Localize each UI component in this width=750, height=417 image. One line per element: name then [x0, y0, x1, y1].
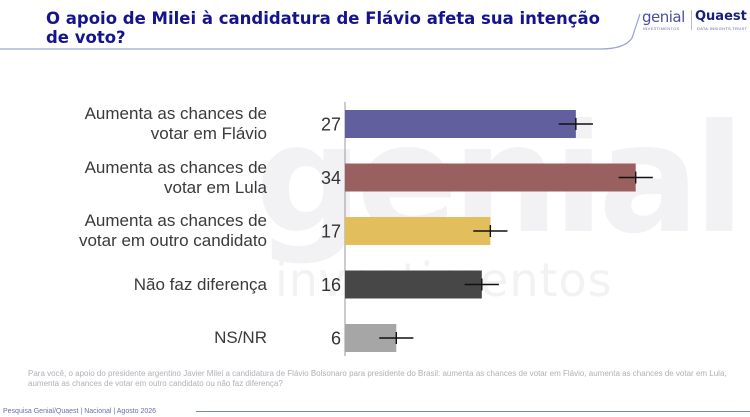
brand-logos: genial INVESTIMENTOS Quaest DATA.INSIGHT… — [640, 6, 748, 36]
category-label-2: Aumenta as chances de votar em outro cand… — [7, 211, 267, 251]
category-label-line: Aumenta as chances de — [84, 211, 267, 230]
category-label-line: votar em outro candidato — [78, 231, 267, 250]
genial-logo: genial — [642, 8, 685, 26]
category-label-line: votar em Flávio — [150, 124, 267, 143]
category-label-line: votar em Lula — [164, 177, 267, 197]
quaest-logo: Quaest — [695, 9, 747, 24]
data-label-4: 6 — [331, 329, 341, 349]
bar-3 — [345, 270, 482, 299]
category-label-4: NS/NR — [7, 328, 267, 348]
bar-1 — [345, 163, 636, 192]
category-label-line: Aumenta as chances de — [84, 104, 267, 123]
question-footnote: Para você, o apoio do presidente argenti… — [28, 369, 727, 388]
bar-0 — [345, 110, 576, 138]
header-underline — [0, 13, 641, 50]
page-title: O apoio de Milei à candidatura de Flávio… — [46, 9, 600, 47]
survey-footer: Pesquisa Genial/Quaest | Nacional | Agos… — [3, 408, 157, 415]
data-label-0: 27 — [321, 115, 341, 135]
footer-line — [196, 411, 750, 412]
quaest-logo-subtitle: DATA.INSIGHTS.TRUST — [697, 26, 748, 31]
data-label-3: 16 — [321, 275, 341, 295]
category-label-line: Aumenta as chances de — [84, 157, 267, 177]
category-label-0: Aumenta as chances de votar em Flávio — [7, 104, 267, 144]
bar-2 — [345, 217, 491, 245]
genial-logo-subtitle: INVESTIMENTOS — [643, 26, 680, 31]
category-label-line: NS/NR — [214, 328, 267, 347]
category-label-1: Aumenta as chances de votar em Lula — [7, 158, 267, 198]
data-label-1: 34 — [321, 168, 341, 188]
logo-divider — [691, 10, 692, 30]
category-label-3: Não faz diferença — [7, 275, 267, 295]
data-label-2: 17 — [321, 222, 341, 242]
category-label-line: Não faz diferença — [133, 274, 267, 294]
